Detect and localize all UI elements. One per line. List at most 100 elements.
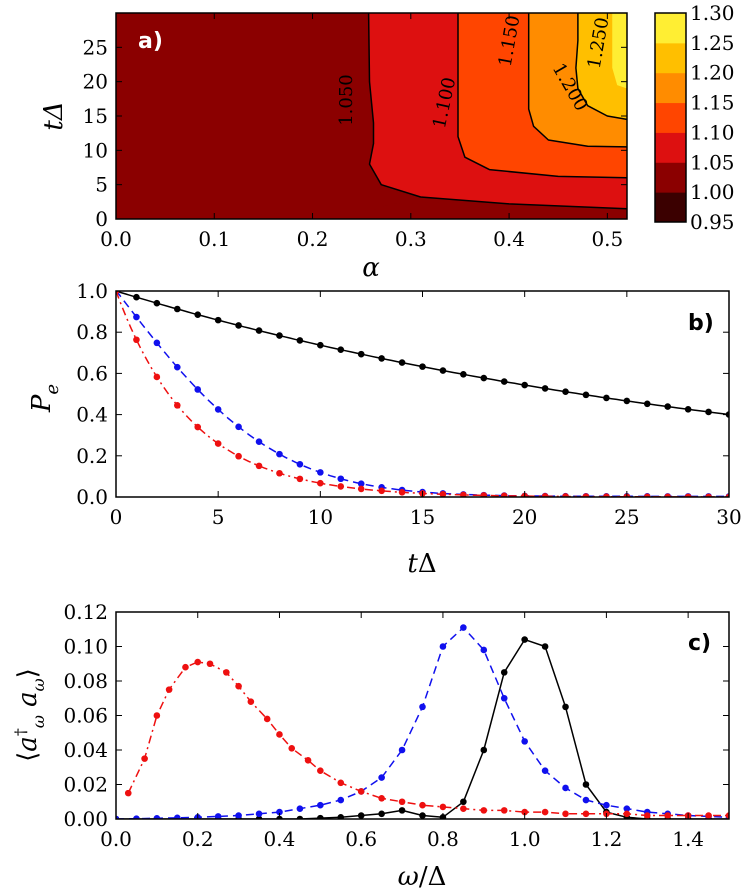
y-tick-label: 20 [83, 70, 108, 94]
x-tick-label: 5 [212, 505, 225, 529]
y-tick-label: 0.6 [76, 361, 108, 385]
x-tick-label: 0 [110, 505, 123, 529]
data-point [317, 814, 324, 819]
panel-a-label: a) [138, 29, 163, 54]
data-point [317, 469, 324, 476]
series-line [116, 291, 729, 497]
data-point [153, 339, 161, 347]
y-tick-label: 15 [83, 104, 108, 128]
data-point [562, 493, 569, 497]
data-point [276, 332, 283, 339]
x-tick-label: 25 [614, 505, 639, 529]
data-point [460, 624, 467, 631]
contour-region [116, 201, 627, 219]
contour-line [367, 13, 627, 210]
data-point [460, 491, 467, 497]
data-point [500, 807, 508, 814]
colorbar-segment [655, 162, 686, 193]
panel-c-frame [115, 611, 730, 820]
data-point [398, 746, 406, 754]
data-point [500, 669, 508, 676]
data-point [439, 803, 447, 811]
data-point [174, 363, 181, 371]
data-point [562, 703, 569, 711]
data-point [562, 784, 569, 792]
data-point [582, 493, 590, 497]
data-point [684, 493, 692, 497]
data-point [521, 808, 528, 816]
data-point [419, 801, 426, 809]
panel-c-xlabel: ω/Δ [398, 862, 447, 892]
colorbar-tick-label: 1.15 [690, 91, 735, 115]
colorbar-tick-label: 1.30 [690, 1, 735, 25]
data-point [288, 744, 296, 752]
data-point [337, 483, 345, 490]
data-point [153, 299, 161, 307]
data-point [296, 337, 304, 344]
data-point [214, 440, 222, 447]
data-point [378, 487, 385, 495]
y-tick-label: 0.2 [76, 444, 108, 468]
data-point [357, 788, 365, 795]
data-point [439, 643, 447, 650]
data-point [304, 757, 312, 764]
x-tick-label: 1.2 [590, 827, 622, 851]
data-point [276, 450, 283, 458]
colorbar-segment [655, 192, 686, 223]
data-point [623, 397, 631, 405]
data-point [357, 350, 365, 358]
panel-b-xlabel: tΔ [407, 549, 436, 579]
data-point [255, 327, 263, 334]
colorbar-tick-label: 1.25 [690, 31, 735, 55]
x-tick-label: 10 [308, 505, 333, 529]
data-point [643, 493, 651, 497]
panel-a-xlabel: α [362, 253, 380, 283]
x-tick-label: 0.4 [493, 227, 525, 251]
data-point [541, 643, 549, 650]
data-point [684, 406, 692, 413]
data-point [643, 400, 651, 408]
contour-line [575, 13, 627, 121]
data-point [603, 394, 610, 402]
data-point [276, 731, 283, 738]
x-tick-label: 30 [716, 505, 741, 529]
y-tick-label: 0.0 [76, 485, 108, 509]
data-point [194, 311, 202, 318]
data-point [582, 796, 590, 804]
x-tick-label: 20 [512, 505, 537, 529]
x-tick-label: 1.0 [509, 827, 541, 851]
colorbar-tick-label: 1.00 [690, 180, 735, 204]
colorbar: 0.95 1.00 1.05 1.10 1.15 1.20 1.25 1.30 [654, 1, 735, 234]
data-point [664, 812, 671, 819]
data-point [337, 813, 345, 819]
data-point [419, 812, 426, 819]
data-point [317, 479, 324, 487]
data-point [133, 293, 140, 301]
y-tick-label: 0.00 [63, 807, 108, 831]
panel-a-contour-plot: 0.0 0.1 0.2 0.3 0.4 0.5 0 5 10 15 20 25 a) 1.050 1.… [39, 1, 735, 283]
data-point [337, 779, 345, 787]
data-point [276, 808, 283, 816]
data-point [235, 452, 242, 460]
data-point [116, 291, 120, 295]
data-point [705, 408, 712, 416]
colorbar-segment [655, 132, 686, 163]
data-point [643, 812, 651, 819]
data-point [541, 767, 549, 774]
data-point [153, 815, 161, 819]
data-point [460, 798, 467, 806]
colorbar-segment [655, 102, 686, 133]
data-point [317, 767, 324, 774]
data-point [235, 682, 242, 690]
data-point [582, 781, 590, 788]
data-point [398, 807, 406, 814]
y-tick-label: 5 [95, 173, 108, 197]
panel-c-ylabel: ⟨a†ω aω⟩ [11, 668, 48, 762]
data-point [214, 813, 222, 819]
data-point [357, 480, 365, 487]
x-tick-label: 0.0 [100, 227, 132, 251]
x-tick-label: 0.1 [198, 227, 230, 251]
data-point [276, 469, 283, 477]
data-point [141, 755, 148, 762]
